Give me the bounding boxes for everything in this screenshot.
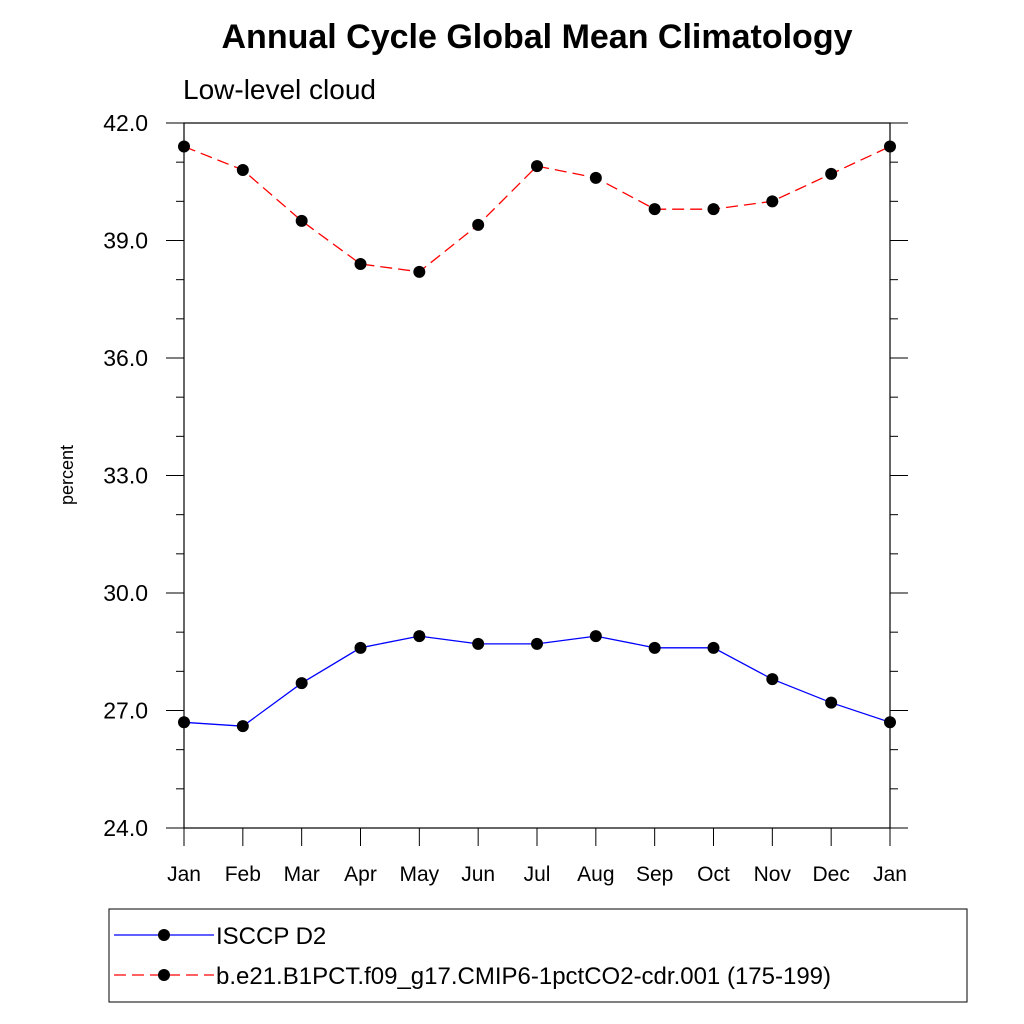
- y-tick-label: 39.0: [103, 228, 148, 254]
- axes: 24.0 27.0 30.0 33.0 36.0 39.0 42.0 Jan Feb Mar Apr…: [103, 110, 908, 886]
- data-point: [884, 716, 896, 729]
- data-point: [295, 214, 308, 227]
- data-point: [766, 195, 779, 208]
- data-point: [648, 641, 661, 654]
- x-tick-label: Feb: [225, 863, 261, 886]
- x-tick-label: Oct: [697, 863, 730, 886]
- x-tick-label: Sep: [636, 863, 673, 886]
- y-tick-label: 24.0: [103, 815, 148, 841]
- legend-box: [108, 908, 968, 1003]
- plot-frame: [183, 122, 891, 829]
- data-point: [884, 140, 896, 153]
- data-point: [531, 160, 543, 173]
- data-point: [178, 716, 190, 729]
- y-tick-label: 27.0: [103, 698, 148, 724]
- x-tick-label: Mar: [284, 863, 320, 886]
- y-tick-label: 42.0: [103, 110, 148, 136]
- y-tick-label: 30.0: [103, 580, 148, 606]
- x-tick-label: Jul: [524, 863, 551, 886]
- data-point: [295, 677, 308, 690]
- x-tick-label: Aug: [577, 863, 614, 886]
- x-tick-label: Jan: [873, 863, 907, 886]
- data-point: [354, 258, 367, 270]
- data-point: [236, 720, 249, 733]
- chart-subtitle: Low-level cloud: [183, 74, 376, 105]
- data-point: [589, 630, 602, 643]
- data-point: [413, 630, 426, 643]
- legend-marker: [158, 969, 170, 981]
- data-point: [766, 673, 779, 686]
- series-layer: [178, 140, 896, 733]
- data-point: [825, 696, 838, 709]
- data-point: [707, 203, 720, 216]
- y-tick-label: 36.0: [103, 345, 148, 371]
- data-point: [589, 171, 602, 184]
- chart-title: Annual Cycle Global Mean Climatology: [222, 18, 853, 56]
- x-tick-label: Apr: [344, 863, 377, 886]
- x-tick-label: Nov: [754, 863, 792, 886]
- legend-entry: ISCCP D2: [216, 923, 326, 950]
- data-point: [178, 140, 190, 153]
- x-tick-label: Dec: [812, 863, 849, 886]
- data-point: [825, 167, 838, 180]
- legend-marker: [158, 929, 170, 941]
- data-point: [472, 637, 485, 650]
- data-point: [236, 164, 249, 176]
- series-1: [178, 630, 896, 733]
- series-2: [178, 140, 896, 278]
- y-axis-label: percent: [57, 445, 77, 505]
- data-point: [354, 641, 367, 654]
- data-point: [707, 641, 720, 654]
- y-tick-label: 33.0: [103, 463, 148, 489]
- data-point: [648, 203, 661, 216]
- x-tick-label: Jan: [167, 863, 201, 886]
- data-point: [413, 265, 426, 278]
- data-point: [472, 218, 485, 231]
- x-tick-label: May: [399, 863, 439, 886]
- x-tick-label: Jun: [461, 863, 495, 886]
- legend-entry: b.e21.B1PCT.f09_g17.CMIP6-1pctCO2-cdr.00…: [216, 963, 831, 990]
- legend: ISCCP D2 b.e21.B1PCT.f09_g17.CMIP6-1pctCO…: [108, 908, 968, 1003]
- data-point: [531, 637, 543, 650]
